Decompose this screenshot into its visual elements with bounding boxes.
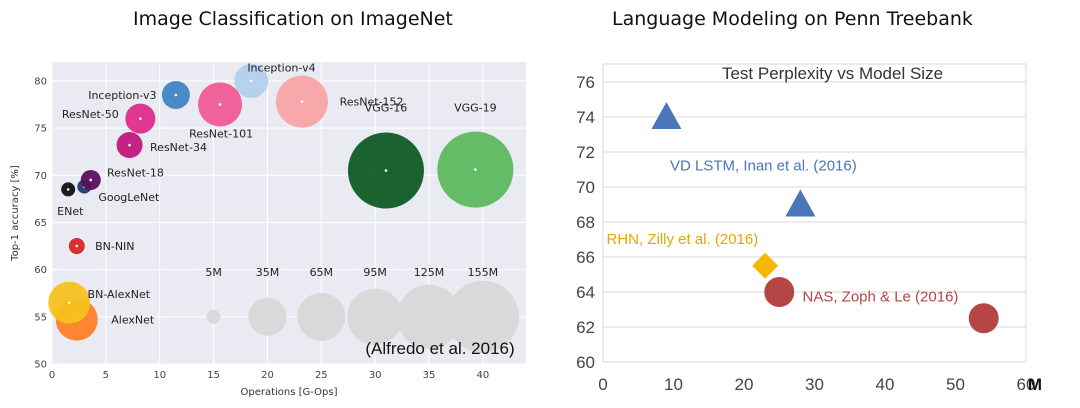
size-legend-bubble <box>397 284 462 349</box>
point-label: BN-NIN <box>95 240 134 253</box>
point-label: AlexNet <box>111 314 155 327</box>
size-legend-bubble <box>347 288 404 345</box>
left-title: Image Classification on ImageNet <box>133 8 453 30</box>
y-tick-label: 65 <box>34 218 47 229</box>
x-tick-label: 25 <box>315 370 328 381</box>
x-tick-label: 30 <box>805 375 824 394</box>
size-legend-label: 155M <box>468 266 499 279</box>
marker-nas-large <box>968 303 999 334</box>
y-tick-label: 80 <box>34 76 47 87</box>
x-axis-label: Operations [G-Ops] <box>240 387 337 398</box>
x-axis-label: M <box>1028 375 1042 394</box>
point-label: VGG-16 <box>365 101 408 114</box>
size-legend-bubble <box>206 309 221 324</box>
bubble-center <box>249 79 253 83</box>
bubble-center <box>128 143 131 147</box>
right-title: Language Modeling on Penn Treebank <box>612 8 973 30</box>
marker-vd-lstm-large <box>785 189 816 217</box>
point-label: ResNet-18 <box>107 166 164 179</box>
plot-frame <box>602 63 1027 363</box>
x-tick-label: 60 <box>1017 375 1036 394</box>
y-tick-label: 62 <box>576 318 595 337</box>
size-legend-label: 65M <box>310 266 334 279</box>
size-legend-bubble <box>248 297 287 336</box>
marker-rhn <box>752 252 779 279</box>
size-legend-label: 35M <box>256 266 280 279</box>
y-axis-label: Top-1 accuracy [%] <box>10 165 21 262</box>
y-tick-label: 66 <box>576 248 595 267</box>
y-tick-label: 64 <box>576 283 595 302</box>
size-legend-label: 95M <box>363 266 387 279</box>
bubble-center <box>174 93 178 97</box>
x-tick-label: 20 <box>261 370 274 381</box>
point-label: ENet <box>57 205 84 218</box>
point-label: BN-AlexNet <box>88 288 151 301</box>
y-tick-label: 68 <box>576 213 595 232</box>
y-tick-label: 70 <box>34 171 47 182</box>
point-label: Inception-v3 <box>88 89 156 102</box>
y-tick-label: 74 <box>576 108 595 127</box>
bubble-center <box>474 168 477 171</box>
x-tick-label: 40 <box>477 370 490 381</box>
y-tick-label: 76 <box>576 73 595 92</box>
point-label: RHN, Zilly et al. (2016) <box>607 231 759 248</box>
x-tick-label: 15 <box>207 370 220 381</box>
x-tick-label: 40 <box>876 375 895 394</box>
x-tick-label: 10 <box>664 375 683 394</box>
x-tick-label: 0 <box>598 375 607 394</box>
size-legend-bubble <box>446 280 519 353</box>
bubble-center <box>75 244 79 248</box>
bubble-center <box>66 188 70 191</box>
point-label: VD LSTM, Inan et al. (2016) <box>670 157 857 174</box>
point-label: GoogLeNet <box>98 191 160 204</box>
chart-title: Test Perplexity vs Model Size <box>722 64 943 83</box>
size-legend-bubble <box>297 292 346 341</box>
x-tick-label: 50 <box>946 375 965 394</box>
bubble-center <box>218 103 222 106</box>
marker-nas <box>764 277 795 307</box>
y-tick-label: 50 <box>34 360 47 371</box>
citation-annotation: (Alfredo et al. 2016) <box>365 339 514 358</box>
point-label: VGG-19 <box>454 101 497 114</box>
point-label: ResNet-101 <box>189 128 253 141</box>
point-label: ResNet-50 <box>62 108 119 121</box>
bubble-center <box>89 178 93 182</box>
x-tick-label: 20 <box>735 375 754 394</box>
bubble-center <box>384 169 388 172</box>
imagenet-chart: 0 5 10 15 20 25 30 35 40 50 55 60 65 70 75 80 Operations… <box>10 62 526 398</box>
x-tick-label: 0 <box>49 370 55 381</box>
bubble-center <box>139 117 142 120</box>
point-label: ResNet-152 <box>340 96 404 109</box>
y-tick-label: 70 <box>576 178 595 197</box>
point-label: Inception-v4 <box>247 62 315 75</box>
x-tick-label: 30 <box>369 370 382 381</box>
bubble-center <box>67 301 71 304</box>
marker-vd-lstm <box>651 102 682 129</box>
y-tick-label: 55 <box>34 312 47 323</box>
size-legend-label: 5M <box>205 266 222 279</box>
y-tick-label: 75 <box>34 124 47 135</box>
bubble-center <box>300 100 304 103</box>
point-label: NAS, Zoph & Le (2016) <box>803 289 959 306</box>
point-label: ResNet-34 <box>150 141 207 154</box>
y-tick-label: 60 <box>576 353 595 372</box>
y-tick-label: 60 <box>34 265 47 276</box>
y-tick-label: 72 <box>576 143 595 162</box>
x-tick-label: 35 <box>423 370 436 381</box>
size-legend-label: 125M <box>414 266 445 279</box>
x-tick-label: 10 <box>153 370 166 381</box>
x-tick-label: 5 <box>103 370 109 381</box>
